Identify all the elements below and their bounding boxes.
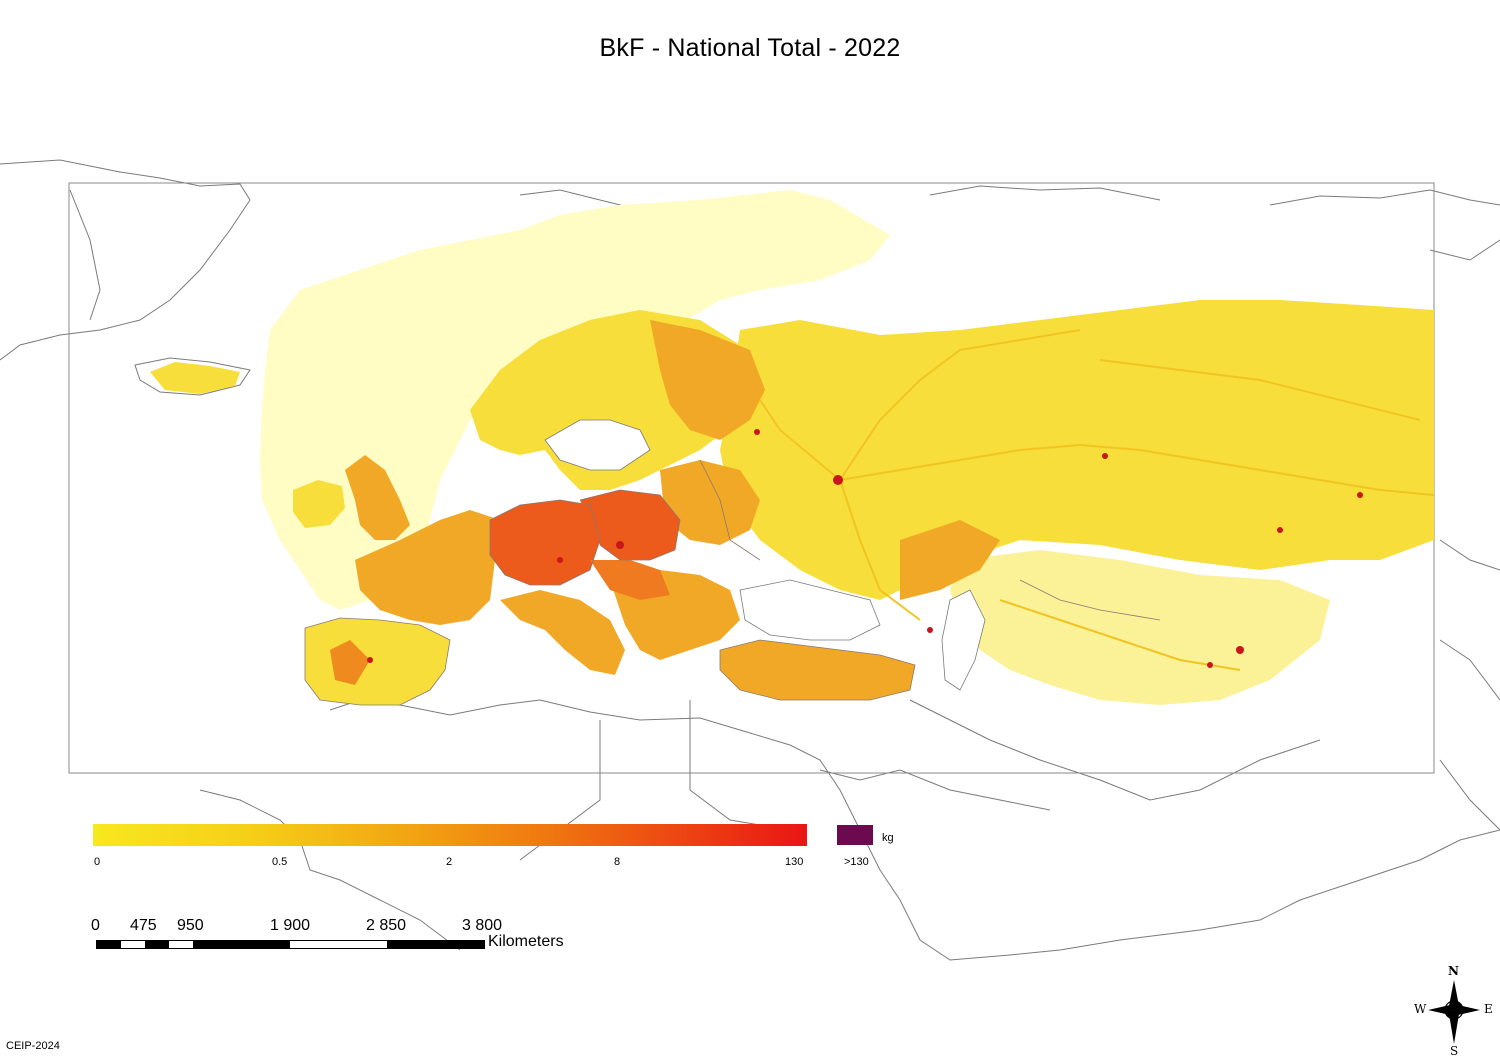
legend-tick: 130 <box>785 856 804 868</box>
map-title: BkF - National Total - 2022 <box>599 34 901 62</box>
north-arrow: N S E W <box>1410 964 1494 1058</box>
scale-label: 475 <box>130 917 157 934</box>
legend-over-label: >130 <box>844 856 869 868</box>
yellow-regions <box>150 300 1434 705</box>
legend-tick: 8 <box>614 856 621 868</box>
caspian-sea <box>941 589 986 691</box>
legend-color-ramp <box>93 824 807 846</box>
corridors <box>759 329 1435 671</box>
black-sea <box>739 579 881 641</box>
baltic-sea <box>544 419 651 471</box>
compass-w: W <box>1414 1002 1427 1016</box>
legend-over-swatch <box>837 825 873 845</box>
country-borders <box>304 459 1161 706</box>
scale-unit: Kilometers <box>488 933 564 950</box>
compass-e: E <box>1484 1002 1493 1016</box>
legend-tick: 0 <box>94 856 101 868</box>
legend-unit: kg <box>882 832 894 844</box>
scale-label: 3 800 <box>462 917 503 934</box>
compass-s: S <box>1450 1044 1459 1058</box>
compass-n: N <box>1448 964 1459 978</box>
credit-label: CEIP-2024 <box>6 1040 60 1052</box>
compass-rose-icon <box>1428 980 1480 1044</box>
high-regions <box>490 490 680 600</box>
legend-tick: 0.5 <box>272 856 288 868</box>
scale-label: 2 850 <box>366 917 407 934</box>
scale-label: 0 <box>91 917 100 934</box>
scale-label: 1 900 <box>270 917 311 934</box>
atlantic-low-area <box>260 190 890 610</box>
legend-tick: 2 <box>446 856 453 868</box>
scale-bar <box>96 940 485 949</box>
scale-label: 950 <box>177 917 204 934</box>
